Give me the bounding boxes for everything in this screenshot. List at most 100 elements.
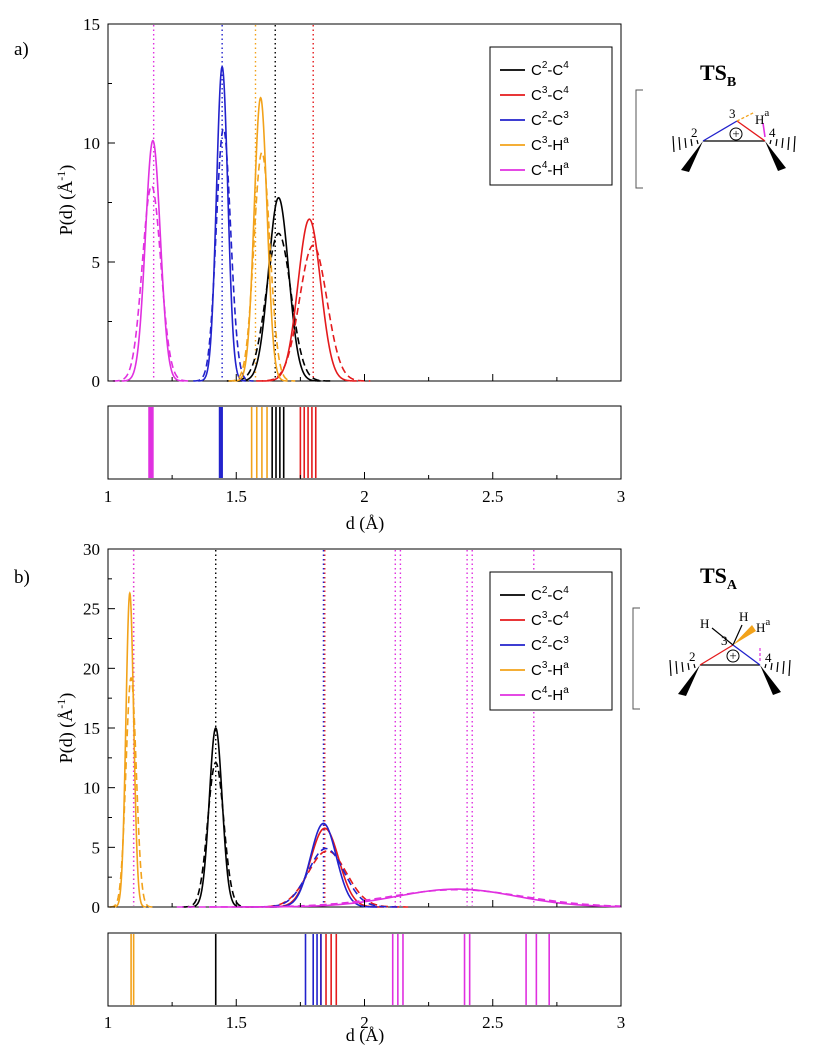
x-tick-label: 2 xyxy=(360,1013,369,1032)
ts-b-atom-2: 2 xyxy=(691,125,698,140)
panel-a-x-ticks: 1 1.5 2 2.5 3 xyxy=(104,374,626,506)
curve-solid-c3-c4 xyxy=(265,827,384,908)
legend-entry-c3-c4: C3-C4 xyxy=(531,610,569,629)
curve-dashed-c3-c4 xyxy=(256,244,371,382)
ts-a-atom-ha: Ha xyxy=(756,616,770,635)
ts-b-structure: TSB + 2 3 4 Ha xyxy=(635,60,796,189)
y-tick-label: 15 xyxy=(83,719,100,738)
legend-entry-c4-ha: C4-Ha xyxy=(531,685,569,704)
ts-b-wedge-right xyxy=(765,141,786,171)
y-tick-label: 25 xyxy=(83,600,100,619)
panel-a-y-ticks: 0 5 10 15 xyxy=(83,15,115,391)
ts-b-c2-c3-bond xyxy=(702,120,738,142)
panel-b-strip-axes xyxy=(107,932,622,1007)
curve-solid-c3-c4 xyxy=(261,218,357,382)
ts-b-hash-right xyxy=(769,135,796,153)
ts-b-bracket xyxy=(635,89,643,189)
ts-b-charge-circle xyxy=(729,127,743,141)
ts-a-c2-c3-bond xyxy=(699,644,734,666)
y-tick-label: 5 xyxy=(92,838,101,857)
panel-a: a) 0 5 10 15 1 1.5 2 2.5 3 d (Å) P(d) (Å-1) C2-… xyxy=(14,15,626,534)
ts-a-atom-3: 3 xyxy=(721,633,728,648)
curve-dashed-c4-ha xyxy=(112,184,191,382)
ts-a-c3-h2-bond xyxy=(732,624,743,646)
panel-b-y-ticks: 0 5 10 15 20 25 30 xyxy=(83,540,115,917)
legend-entry-c2-c4: C2-C4 xyxy=(531,585,569,604)
ts-b-label: TSB xyxy=(700,60,736,90)
ts-b-wedge-left xyxy=(681,141,703,172)
curve-dashed-c2-c3 xyxy=(193,127,254,382)
panel-b-x-ticks: 1 1.5 2 2.5 3 xyxy=(104,900,626,1032)
legend-entry-c4-ha: C4-Ha xyxy=(531,160,569,179)
panel-b-legend: C2-C4 C3-C4 C2-C3 C3-Ha C4-Ha xyxy=(500,585,569,704)
ts-a-structure: TSA + 2 3 4 H H Ha xyxy=(632,563,791,710)
y-tick-label: 5 xyxy=(92,253,101,272)
ts-a-c3-c4-bond xyxy=(732,644,761,666)
legend-entry-c3-ha: C3-Ha xyxy=(531,660,569,679)
ts-a-atom-h1: H xyxy=(700,616,709,631)
ts-a-bracket xyxy=(632,607,640,710)
y-tick-label: 0 xyxy=(92,898,101,917)
y-tick-label: 15 xyxy=(83,15,100,34)
curve-solid-c2-c3 xyxy=(269,822,378,908)
x-tick-label: 2 xyxy=(360,487,369,506)
curve-solid-c2-c3 xyxy=(198,65,246,382)
ts-b-c3-ha-bond xyxy=(736,111,756,122)
ts-a-wedge-right xyxy=(760,665,781,695)
ts-b-charge-sign: + xyxy=(732,126,739,141)
ts-a-charge-circle xyxy=(726,649,740,663)
ts-b-c3-c4-bond xyxy=(736,120,766,142)
ts-b-hash-left xyxy=(672,135,699,153)
curve-solid-c4-ha xyxy=(209,888,622,908)
panel-a-curves xyxy=(112,65,371,382)
legend-entry-c2-c3: C2-C3 xyxy=(531,110,569,129)
panel-a-reference-lines xyxy=(152,25,314,380)
ts-b-atom-3: 3 xyxy=(729,106,736,121)
curve-solid-c3-ha xyxy=(233,96,288,382)
curve-dashed-c4-ha xyxy=(176,888,622,908)
panel-b-bar-strip xyxy=(130,934,550,1005)
x-tick-label: 2.5 xyxy=(482,1013,503,1032)
ts-b-atom-4: 4 xyxy=(769,125,776,140)
panel-a-label: a) xyxy=(14,39,29,60)
curve-solid-c2-c4 xyxy=(188,727,243,908)
panel-a-x-label: d (Å) xyxy=(346,513,385,534)
ts-b-atom-h: Ha xyxy=(755,107,769,127)
x-tick-label: 1 xyxy=(104,1013,113,1032)
x-tick-label: 1 xyxy=(104,487,113,506)
ts-a-atom-4: 4 xyxy=(765,650,772,665)
panel-a-legend: C2-C4 C3-C4 C2-C3 C3-Ha C4-Ha xyxy=(500,60,569,179)
panel-a-bar-strip xyxy=(148,407,317,478)
curve-dashed-c3-ha xyxy=(228,151,296,382)
panel-b: b) 0 5 10 15 20 25 30 1 1.5 2 2.5 3 d (Å) P(d) (Å-… xyxy=(14,540,626,1046)
panel-b-label: b) xyxy=(14,567,30,588)
ts-a-hash-right xyxy=(764,659,791,677)
y-tick-label: 20 xyxy=(83,659,100,678)
curve-solid-c2-c4 xyxy=(236,196,321,382)
x-tick-label: 2.5 xyxy=(482,487,503,506)
legend-entry-c3-c4: C3-C4 xyxy=(531,85,569,104)
ts-a-wedge-left xyxy=(678,665,700,696)
ts-a-atom-2: 2 xyxy=(689,649,696,664)
panel-a-y-label: P(d) (Å-1) xyxy=(54,165,77,236)
panel-b-curves xyxy=(109,591,622,908)
panel-a-strip-axes xyxy=(107,405,622,480)
panel-b-y-label: P(d) (Å-1) xyxy=(54,693,77,764)
y-tick-label: 30 xyxy=(83,540,100,559)
curve-solid-c4-ha xyxy=(121,139,185,382)
curve-dashed-c2-c4 xyxy=(182,761,250,908)
ts-a-label: TSA xyxy=(700,563,738,593)
y-tick-label: 0 xyxy=(92,372,101,391)
x-tick-label: 3 xyxy=(617,1013,626,1032)
legend-entry-c2-c3: C2-C3 xyxy=(531,635,569,654)
y-tick-label: 10 xyxy=(83,134,100,153)
x-tick-label: 1.5 xyxy=(226,487,247,506)
ts-a-c3-h-bond xyxy=(711,627,734,646)
legend-entry-c3-ha: C3-Ha xyxy=(531,135,569,154)
ts-a-atom-h2: H xyxy=(739,609,748,624)
x-tick-label: 3 xyxy=(617,487,626,506)
curve-dashed-c3-ha xyxy=(109,676,153,908)
legend-entry-c2-c4: C2-C4 xyxy=(531,60,569,79)
x-tick-label: 1.5 xyxy=(226,1013,247,1032)
